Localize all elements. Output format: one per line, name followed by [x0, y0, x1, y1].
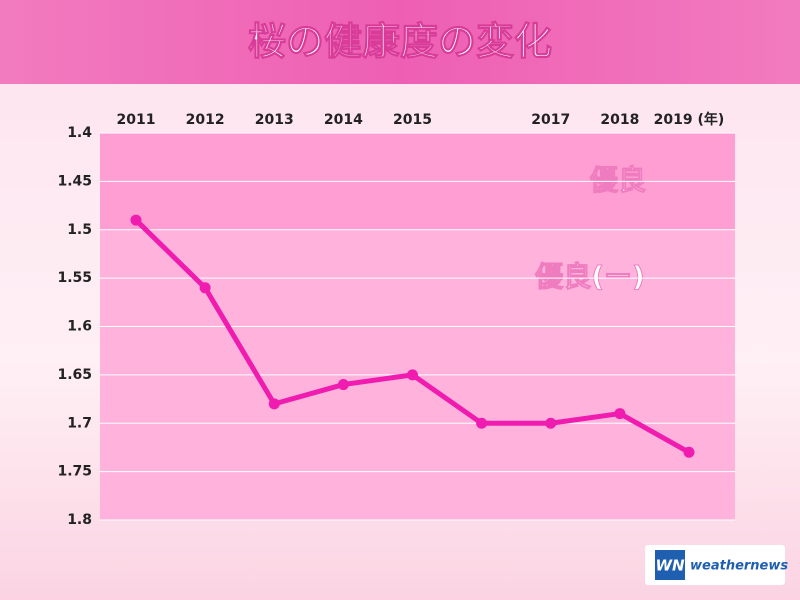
point — [614, 408, 626, 420]
y-tick-label: 1.45 — [57, 173, 92, 189]
point — [407, 369, 418, 381]
band-label: 優良 — [589, 163, 646, 196]
point — [268, 398, 280, 410]
y-tick-label: 1.65 — [57, 367, 92, 383]
point — [476, 417, 488, 429]
y-tick-label: 1.8 — [67, 512, 92, 528]
point — [683, 446, 695, 458]
point — [130, 214, 142, 226]
y-tick-label: 1.5 — [67, 222, 92, 238]
point — [199, 282, 211, 294]
chart-title: 桜の健康度の変化 — [248, 20, 552, 64]
logo: WN weathernews — [645, 545, 788, 585]
x-tick-label: 2015 — [393, 112, 432, 128]
title-bar — [0, 0, 800, 84]
x-tick-label: 2019 (年) — [654, 111, 725, 128]
point — [337, 379, 349, 391]
y-tick-label: 1.6 — [67, 319, 92, 335]
x-tick-label: 2013 — [255, 112, 294, 128]
logo-icon — [655, 550, 685, 580]
x-tick-label: 2018 — [600, 112, 639, 128]
x-tick-label: 2011 — [117, 112, 156, 128]
y-tick-label: 1.4 — [67, 125, 92, 141]
y-tick-label: 1.75 — [57, 464, 92, 480]
logo-mark: WN — [655, 557, 685, 575]
band-label: 優良(ー) — [534, 260, 645, 293]
x-tick-label: 2012 — [186, 112, 225, 128]
y-tick-label: 1.55 — [57, 270, 92, 286]
logo-text: weathernews — [690, 559, 788, 574]
x-tick-label: 2017 — [531, 112, 570, 128]
x-tick-label: 2014 — [324, 112, 363, 128]
y-tick-label: 1.7 — [67, 415, 92, 431]
point — [545, 417, 557, 429]
